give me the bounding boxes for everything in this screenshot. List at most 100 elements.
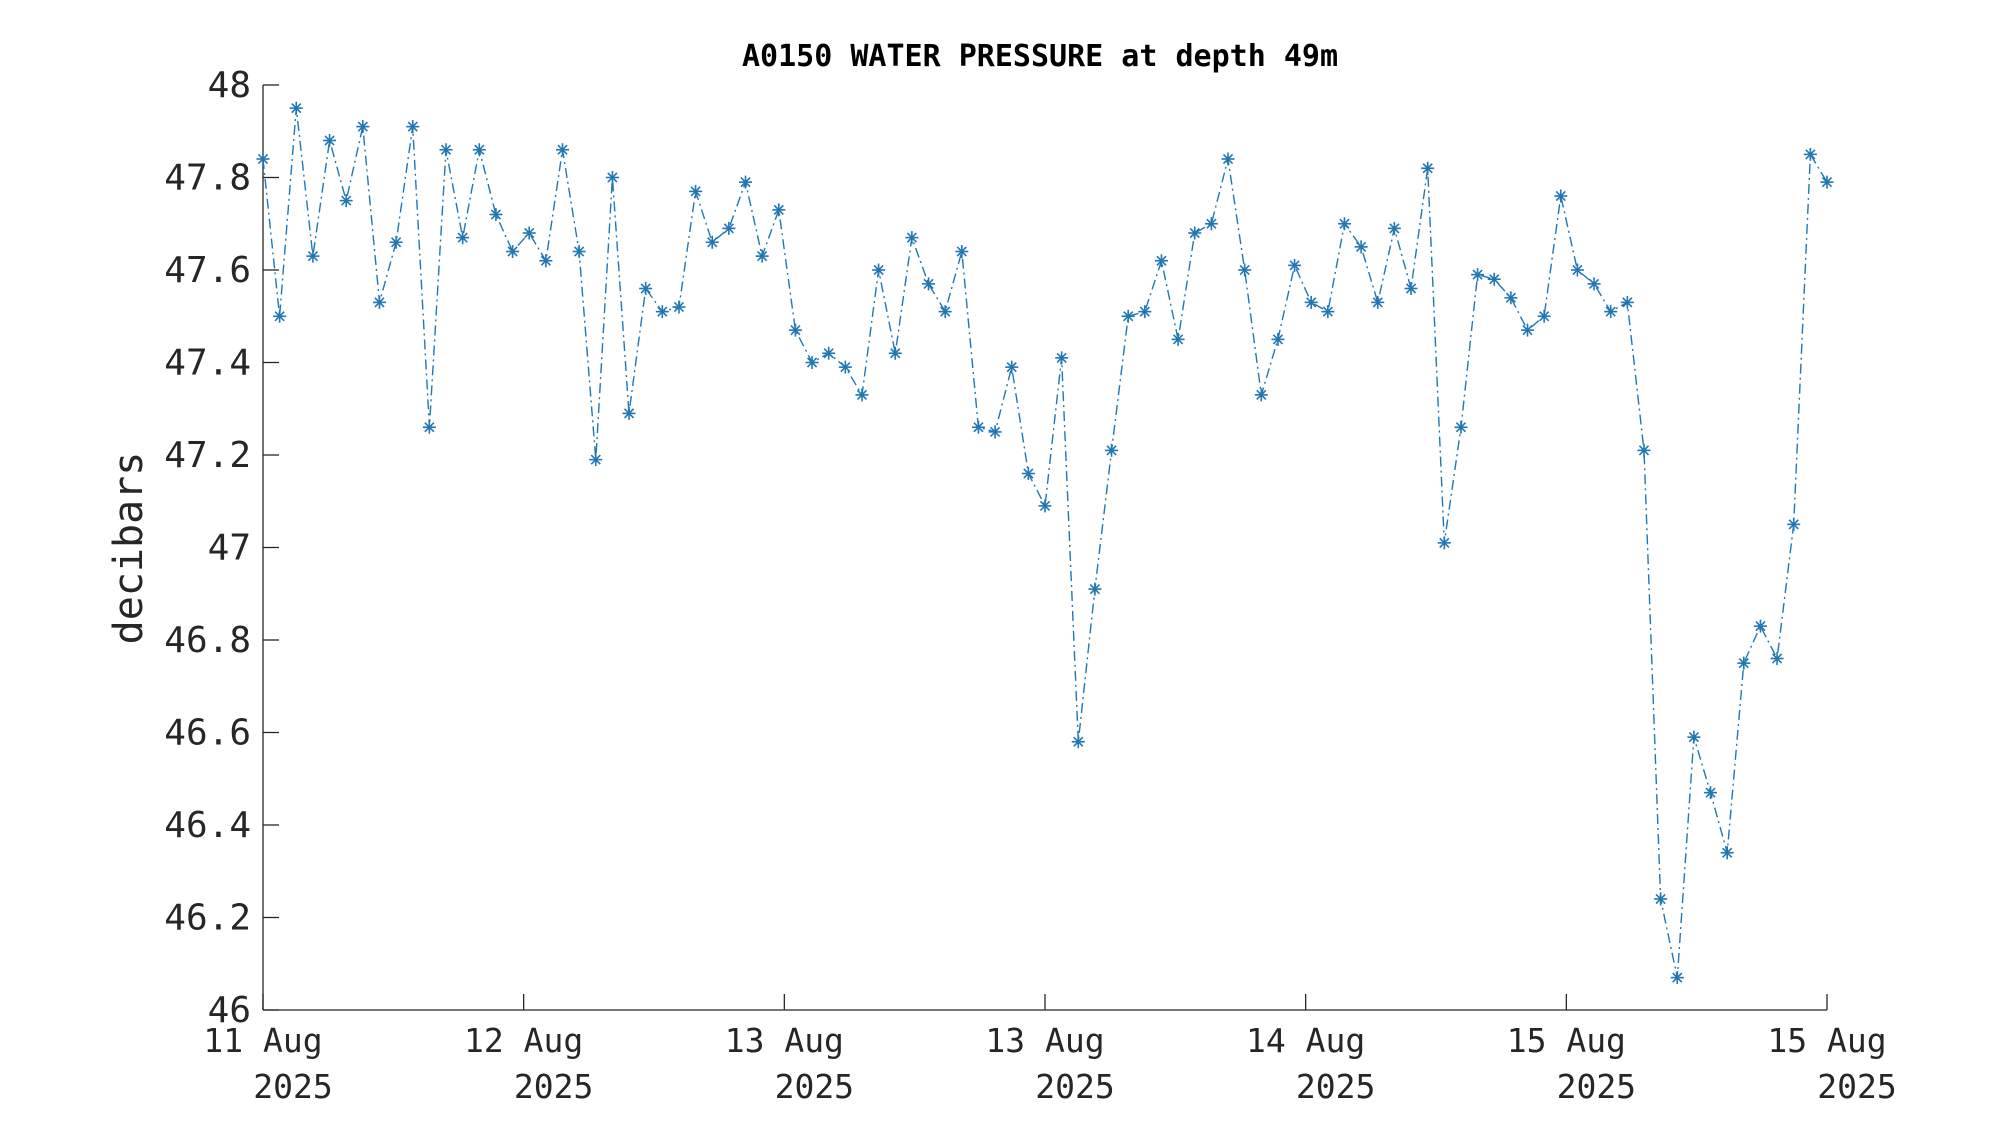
data-point [722,221,736,235]
data-point [1437,536,1451,550]
x-tick-label-day: 13 Aug [985,1021,1104,1060]
data-point [1238,263,1252,277]
data-point [655,305,669,319]
data-point [872,263,886,277]
y-tick-label: 46.4 [164,805,251,846]
y-tick-label: 47 [208,528,251,569]
x-tick-label-year: 2025 [1035,1067,1114,1106]
data-point [1271,332,1285,346]
data-point [1188,226,1202,240]
data-point [1704,786,1718,800]
data-point [1371,295,1385,309]
data-point [922,277,936,291]
data-point [339,194,353,208]
data-point [589,453,603,467]
x-axis-ticks: 11 Aug 2025 12 Aug 2025 13 Aug 2025 13 Aug 2025… [203,994,1897,1106]
data-point [938,305,952,319]
data-point [1471,268,1485,282]
y-tick-label: 47.2 [164,435,251,476]
data-point [1387,221,1401,235]
y-tick-label: 48 [208,65,251,106]
data-point [506,245,520,258]
data-point [1537,309,1551,323]
data-point [1337,217,1351,231]
data-point [1121,309,1135,323]
data-point [472,143,486,157]
data-point [1321,305,1335,319]
data-point [1687,730,1701,744]
data-point [1171,332,1185,346]
data-point [1005,360,1019,374]
y-tick-label: 46 [208,990,251,1031]
axes [262,85,1827,1011]
data-point [372,295,386,309]
data-point [306,249,320,263]
data-point [772,203,786,217]
data-point [1720,846,1734,860]
data-point [539,254,553,268]
y-tick-label: 46.2 [164,898,251,939]
x-tick-label-day: 14 Aug [1246,1021,1365,1060]
x-tick-label-year: 2025 [775,1067,854,1106]
x-tick-label-year: 2025 [1296,1067,1375,1106]
data-point [888,346,902,360]
data-point [256,152,270,166]
data-point [1820,175,1834,189]
x-tick-label-year: 2025 [253,1067,332,1106]
x-tick-label-day: 15 Aug [1507,1021,1626,1060]
data-point [1088,582,1102,596]
data-point [1421,161,1435,175]
y-tick-label: 46.8 [164,620,251,661]
data-point [988,425,1002,439]
data-point [1654,892,1668,906]
data-point [1787,517,1801,531]
data-point [1055,351,1069,365]
x-tick-label-year: 2025 [1557,1067,1636,1106]
series-line [262,108,1828,978]
data-point [1620,295,1634,309]
data-point [439,143,453,157]
y-tick-label: 47.4 [164,343,251,384]
data-point [1587,277,1601,291]
chart-title: A0150 WATER PRESSURE at depth 49m [742,39,1338,74]
data-point [1254,388,1268,402]
data-point [838,360,852,374]
data-point [1570,263,1584,277]
data-point [1670,971,1684,985]
data-point [1221,152,1235,166]
data-point [639,282,653,295]
data-point [1021,467,1035,480]
data-point [605,171,619,184]
y-tick-label: 47.6 [164,250,251,291]
data-point [273,309,287,323]
data-point [289,101,303,115]
data-point [555,143,569,157]
data-point [822,346,836,360]
data-point [1504,291,1518,305]
data-point [1038,499,1052,513]
data-point [389,235,403,249]
y-tick-label: 46.6 [164,713,251,754]
data-point [1071,735,1085,749]
data-point [689,184,703,198]
data-point [356,120,370,134]
data-point [739,175,753,189]
data-point [1288,258,1302,272]
data-point [489,208,503,221]
data-point [323,134,337,147]
data-point [1354,240,1368,254]
data-point [788,323,802,337]
data-point [1521,323,1535,337]
series-water-pressure [256,101,1834,985]
data-point [1753,619,1767,633]
data-point [805,356,819,369]
data-point [1637,443,1651,457]
y-axis-ticks: 46 46.2 46.4 46.6 46.8 47 47.2 47.4 47.6 47.8 48 [164,65,279,1031]
data-point [1204,217,1218,231]
data-point [705,235,719,249]
data-point [1304,295,1318,309]
data-point [572,245,586,258]
data-point [1604,305,1618,319]
data-point [1454,420,1468,434]
